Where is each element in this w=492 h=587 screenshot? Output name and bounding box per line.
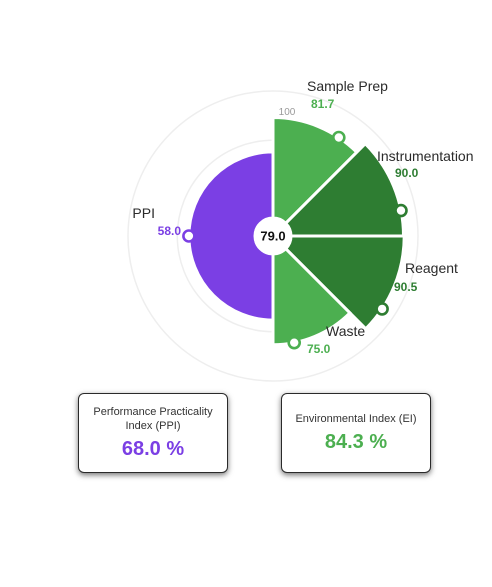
marker-reagent: [375, 302, 389, 316]
ppi-card: Performance Practicality Index (PPI) 68.…: [78, 393, 228, 473]
ei-card-title: Environmental Index (EI): [295, 413, 417, 425]
chart-slices: [187, 116, 406, 347]
ei-card: Environmental Index (EI) 84.3 %: [281, 393, 431, 473]
label-ppi: PPI: [132, 205, 155, 221]
grid-ring-1: [127, 90, 419, 382]
center-value: 79.0: [260, 229, 285, 244]
marker-waste: [287, 335, 302, 350]
value-sample-prep: 81.7: [311, 97, 335, 111]
marker-ppi: [182, 229, 196, 243]
label-waste: Waste: [326, 323, 365, 339]
ppi-card-title: Performance Practicality Index (PPI): [93, 406, 213, 432]
value-waste: 75.0: [307, 342, 331, 356]
label-reagent: Reagent: [405, 260, 458, 276]
ei-card-value: 84.3 %: [324, 431, 388, 453]
marker-sample-prep: [332, 130, 346, 145]
value-reagent: 90.5: [394, 280, 418, 294]
marker-instrumentation: [394, 203, 408, 218]
ppi-card-value: 68.0 %: [121, 438, 185, 460]
label-instrumentation: Instrumentation: [377, 148, 474, 164]
scale-max-label: 100: [279, 107, 296, 118]
label-sample-prep: Sample Prep: [307, 78, 388, 94]
value-ppi: 58.0: [158, 224, 182, 238]
value-markers: [182, 130, 408, 350]
segment-labels: Sample Prep 81.7 Instrumentation 90.0 Reagen…: [132, 78, 473, 356]
center-circle: [255, 218, 291, 254]
value-instrumentation: 90.0: [395, 166, 419, 180]
polar-chart: Sample Prep 81.7 Instrumentation 90.0 Reagen…: [127, 78, 474, 382]
